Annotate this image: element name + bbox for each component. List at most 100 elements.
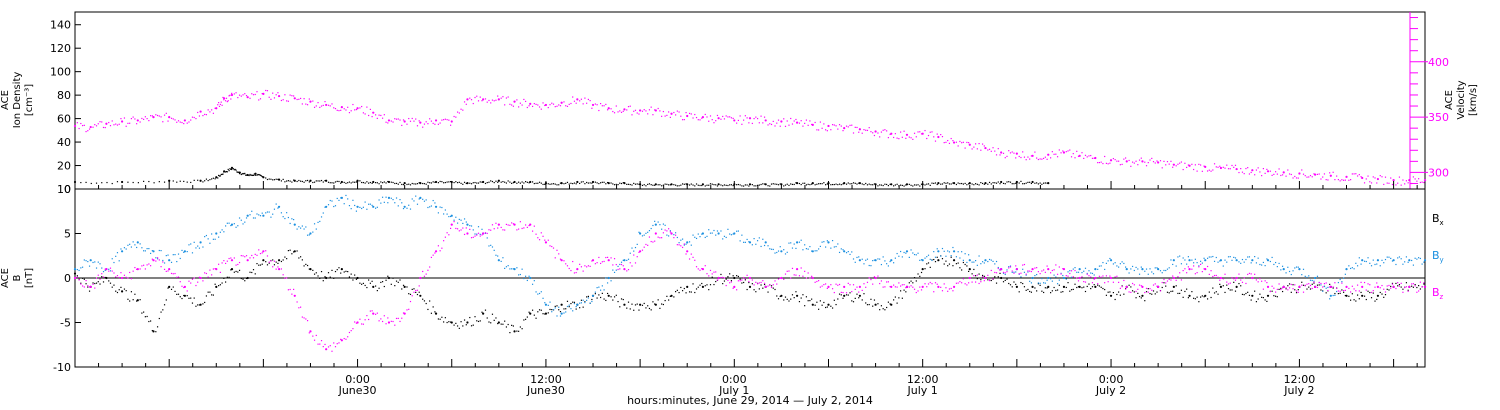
bottom-series-bz-dot bbox=[406, 309, 408, 311]
top-series-1-dot bbox=[1015, 157, 1017, 159]
bottom-series-by-point bbox=[843, 250, 846, 253]
bottom-series-by-dot bbox=[606, 282, 609, 284]
bottom-series-bx-dot bbox=[648, 307, 651, 310]
top-series-0-dot bbox=[261, 175, 263, 178]
top-series-0-dot bbox=[858, 182, 860, 184]
top-series-1-dot bbox=[873, 134, 876, 137]
bottom-series-by-dot bbox=[104, 269, 106, 271]
bottom-series-bx-dot bbox=[387, 275, 389, 277]
top-series-1-dot bbox=[217, 104, 219, 106]
top-series-1-point bbox=[1345, 175, 1348, 178]
bottom-series-bz-dot bbox=[512, 223, 514, 225]
bottom-series-by-point bbox=[654, 223, 657, 226]
bottom-series-bz-dot bbox=[1323, 283, 1326, 285]
top-series-0-dot bbox=[500, 181, 502, 183]
bottom-series-bx-dot bbox=[1152, 290, 1155, 292]
top-series-0-dot bbox=[798, 182, 801, 185]
bottom-series-by-dot bbox=[136, 246, 138, 249]
top-series-0-dot bbox=[598, 182, 600, 185]
top-series-1-dot bbox=[222, 96, 224, 99]
top-series-1-point bbox=[1298, 172, 1301, 175]
bottom-series-by-dot bbox=[474, 233, 476, 235]
bottom-series-bz-dot bbox=[866, 281, 869, 283]
bottom-series-bz-dot bbox=[477, 232, 480, 234]
bottom-series-bz-dot bbox=[228, 257, 230, 260]
bottom-series-bx-dot bbox=[879, 309, 881, 311]
bottom-series-bx-point bbox=[1361, 294, 1364, 297]
top-series-0-dot bbox=[919, 185, 921, 187]
bottom-series-by-dot bbox=[587, 297, 589, 299]
top-series-0-dot bbox=[896, 183, 898, 185]
top-series-0-dot bbox=[826, 183, 828, 185]
bottom-series-bx-dot bbox=[347, 271, 349, 273]
top-series-1-dot bbox=[1070, 156, 1073, 158]
bottom-series-bx-dot bbox=[1180, 289, 1183, 291]
bottom-series-bx-dot bbox=[727, 276, 729, 278]
top-series-1-dot bbox=[1233, 166, 1235, 168]
bottom-series-bx-dot bbox=[568, 306, 570, 308]
bottom-series-by-dot bbox=[369, 203, 371, 205]
bottom-series-bz-dot bbox=[287, 289, 289, 291]
bottom-series-bx-dot bbox=[919, 275, 921, 277]
top-series-1-dot bbox=[1341, 179, 1343, 181]
bottom-series-bx-dot bbox=[573, 301, 576, 303]
top-series-1-dot bbox=[495, 99, 497, 101]
bottom-series-bz-dot bbox=[385, 323, 387, 325]
bottom-series-bz-dot bbox=[252, 257, 255, 259]
bottom-series-bx-dot bbox=[704, 285, 706, 287]
bottom-series-by-dot bbox=[425, 199, 427, 201]
bottom-series-bz-dot bbox=[725, 284, 727, 287]
top-series-0-dot bbox=[831, 183, 834, 186]
top-series-0-dot bbox=[289, 180, 291, 182]
bottom-series-by-dot bbox=[694, 236, 696, 238]
top-series-0-dot bbox=[80, 181, 82, 184]
top-series-1-dot bbox=[968, 142, 970, 144]
bottom-series-bx-dot bbox=[617, 300, 619, 303]
top-series-1-dot bbox=[1325, 179, 1327, 181]
top-series-1-dot bbox=[743, 119, 745, 121]
bottom-series-bz-dot bbox=[1405, 286, 1408, 288]
bottom-series-bz-dot bbox=[409, 300, 412, 303]
bottom-series-bx-dot bbox=[512, 325, 514, 327]
bottom-series-bx-dot bbox=[760, 284, 762, 286]
bottom-series-by-point bbox=[1047, 276, 1050, 280]
bottom-series-bx-dot bbox=[303, 265, 305, 267]
bottom-series-bz-point bbox=[309, 330, 312, 333]
top-series-1-dot bbox=[1311, 176, 1313, 178]
bottom-series-by-dot bbox=[1248, 256, 1251, 258]
bottom-series-bx-dot bbox=[266, 264, 269, 266]
bottom-series-bz-point bbox=[1172, 276, 1175, 280]
bottom-series-bz-dot bbox=[800, 267, 802, 269]
bottom-series-bx-point bbox=[827, 303, 830, 306]
top-series-1-dot bbox=[1278, 168, 1280, 170]
bottom-series-bx-dot bbox=[783, 299, 785, 301]
bottom-series-bx-dot bbox=[788, 300, 790, 302]
bottom-series-bx-dot bbox=[697, 286, 699, 288]
bottom-series-by-dot bbox=[900, 250, 902, 253]
bottom-series-bz-dot bbox=[225, 262, 227, 265]
top-series-0-dot bbox=[873, 183, 876, 185]
bottom-series-by-dot bbox=[132, 241, 134, 243]
bottom-series-by-dot bbox=[647, 231, 649, 233]
top-series-0-dot bbox=[505, 182, 508, 184]
top-series-1-dot bbox=[1187, 164, 1189, 166]
bottom-series-bz-dot bbox=[526, 226, 528, 229]
bottom-series-by-dot bbox=[218, 236, 220, 238]
top-series-1-point bbox=[1000, 151, 1003, 154]
bottom-series-bx-dot bbox=[1344, 294, 1346, 297]
bottom-tick-label: -5 bbox=[60, 317, 71, 330]
bottom-series-bz-point bbox=[858, 285, 861, 288]
bottom-series-by-point bbox=[1314, 276, 1317, 280]
bottom-series-bx-dot bbox=[1240, 285, 1242, 287]
bottom-label-line3: [nT] bbox=[24, 268, 35, 288]
top-series-0-point bbox=[843, 182, 846, 185]
bottom-series-bx-dot bbox=[600, 296, 602, 299]
bottom-series-by-dot bbox=[1407, 261, 1409, 263]
top-series-0-dot bbox=[884, 183, 886, 185]
bottom-series-bx-dot bbox=[286, 258, 288, 260]
bottom-series-bz-point bbox=[73, 276, 77, 280]
bottom-series-by-dot bbox=[1215, 256, 1217, 259]
bottom-series-bz-dot bbox=[474, 235, 476, 237]
bottom-series-bx-dot bbox=[1278, 288, 1280, 291]
bottom-series-bz-dot bbox=[1065, 275, 1067, 277]
